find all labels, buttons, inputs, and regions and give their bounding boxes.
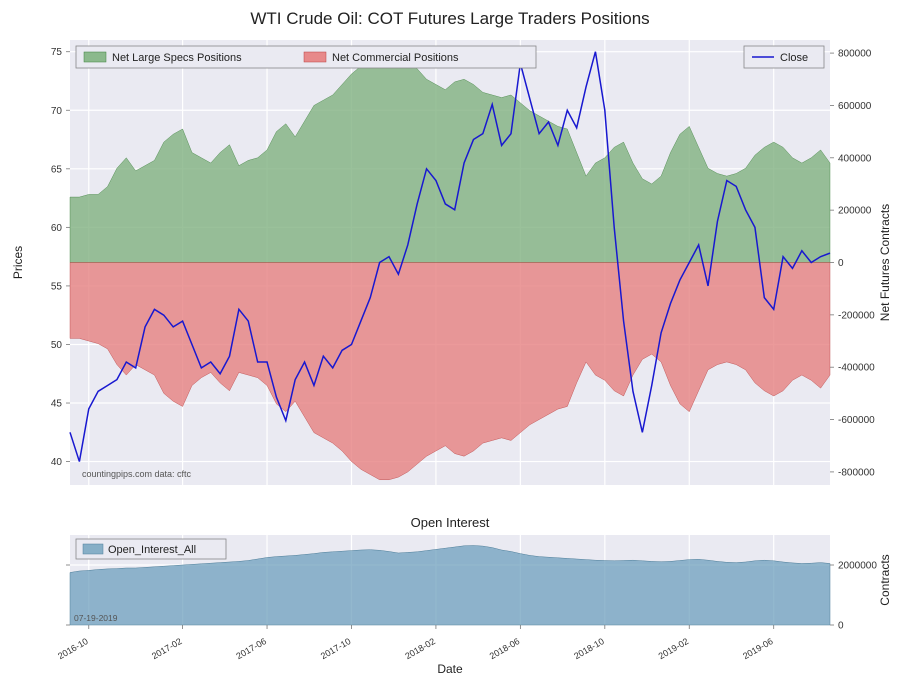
right-ytick: 200000 [838,206,872,217]
x-tick-label: 2019-06 [741,636,775,661]
oi-ylabel: Contracts [878,554,892,605]
right-ylabel: Net Futures Contracts [878,204,892,321]
left-ylabel: Prices [11,246,25,279]
right-ytick: 400000 [838,153,872,164]
left-ytick: 75 [51,47,63,58]
legend-comm-label: Net Commercial Positions [332,52,459,64]
main-title: WTI Crude Oil: COT Futures Large Traders… [250,9,649,28]
right-ytick: -800000 [838,467,875,478]
left-ytick: 70 [51,106,63,117]
oi-title: Open Interest [411,515,490,530]
x-tick-label: 2019-02 [657,636,691,661]
left-ytick: 45 [51,399,63,410]
legend-specs-label: Net Large Specs Positions [112,52,242,64]
x-tick-label: 2018-06 [488,636,522,661]
left-ytick: 55 [51,281,63,292]
oi-ytick: 2000000 [838,561,877,572]
left-ytick: 65 [51,164,63,175]
right-ytick: 600000 [838,101,872,112]
x-tick-label: 2018-02 [403,636,437,661]
right-ytick: -400000 [838,363,875,374]
x-tick-label: 2017-06 [234,636,268,661]
left-ytick: 40 [51,457,63,468]
left-ytick: 50 [51,340,63,351]
right-ytick: -200000 [838,310,875,321]
x-tick-label: 2018-10 [572,636,606,661]
x-tick-label: 2017-02 [150,636,184,661]
right-ytick: -600000 [838,415,875,426]
legend-oi-label: Open_Interest_All [108,544,196,556]
x-tick-label: 2017-10 [319,636,353,661]
date-tag: 07-19-2019 [74,613,118,623]
chart-svg: 40 45 50 55 60 65 70 75 -800000 -600000 -400000 -20… [0,0,900,700]
left-ytick: 60 [51,223,63,234]
x-tick-label: 2016-10 [56,636,90,661]
x-axis-label: Date [437,662,463,676]
right-ytick: 800000 [838,49,872,60]
right-ytick: 0 [838,258,844,269]
credit-text: countingpips.com data: cftc [82,469,192,479]
oi-ytick: 0 [838,621,844,632]
legend-close-label: Close [780,52,808,64]
